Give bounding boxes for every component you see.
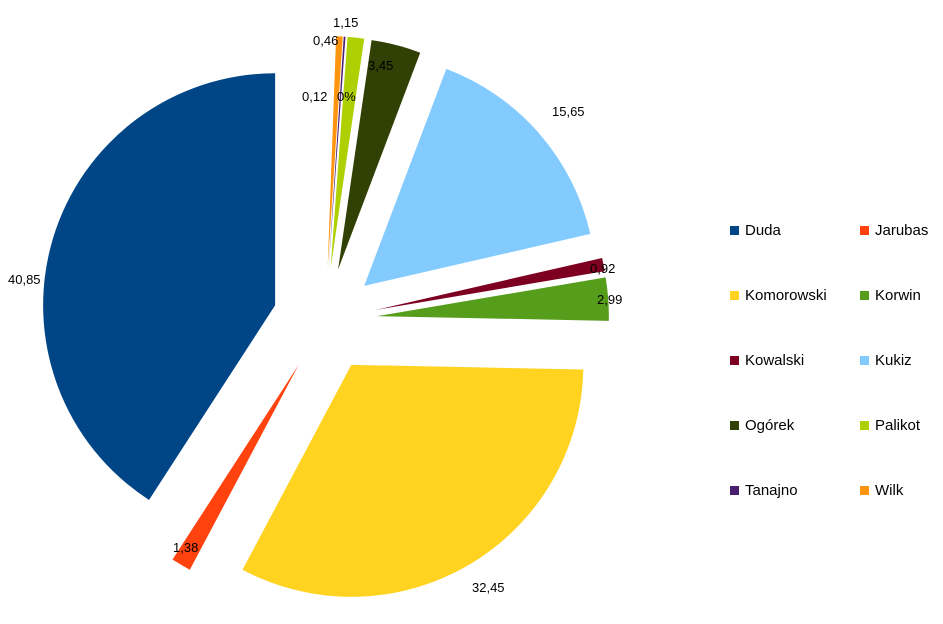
pie-slice-komorowski <box>242 364 584 597</box>
pie-slice-kowalski <box>375 257 605 310</box>
legend-swatch <box>860 486 869 495</box>
legend-swatch <box>730 421 739 430</box>
legend-item-kukiz: Kukiz <box>860 352 912 369</box>
legend-item-wilk: Wilk <box>860 482 903 499</box>
legend-label: Kowalski <box>745 352 805 369</box>
pie-slice-jarubas <box>172 364 299 570</box>
data-label-wilk: 0,46 <box>313 33 338 48</box>
legend-label: Ogórek <box>745 417 795 434</box>
legend-item-kowalski: Kowalski <box>730 352 804 369</box>
legend-item-ogórek: Ogórek <box>730 417 794 434</box>
legend-item-komorowski: Komorowski <box>730 287 827 304</box>
legend-label: Korwin <box>875 287 921 304</box>
data-label-kowalski: 0,92 <box>590 261 615 276</box>
data-label-palikot: 1,15 <box>333 15 358 30</box>
legend-swatch <box>860 421 869 430</box>
pie-slice-palikot <box>330 36 365 269</box>
legend-label: Wilk <box>875 482 904 499</box>
legend-item-palikot: Palikot <box>860 417 920 434</box>
data-label-korwin: 2,99 <box>597 292 622 307</box>
legend-swatch <box>730 226 739 235</box>
data-label-ogórek: 3,45 <box>368 58 393 73</box>
legend-label: Tanajno <box>745 482 798 499</box>
legend-item-duda: Duda <box>730 222 781 239</box>
data-label-komorowski: 32,45 <box>472 580 505 595</box>
legend-label: Kukiz <box>875 352 912 369</box>
pie-slice-kukiz <box>364 68 591 286</box>
legend-swatch <box>860 356 869 365</box>
legend-swatch <box>730 291 739 300</box>
legend-swatch <box>860 226 869 235</box>
legend-item-jarubas: Jarubas <box>860 222 928 239</box>
legend-swatch <box>730 486 739 495</box>
pie-slice-wilk <box>327 36 343 269</box>
legend-label: Duda <box>745 222 781 239</box>
pie-slice-duda <box>43 73 276 500</box>
legend-label: Jarubas <box>875 222 929 239</box>
legend-label: Komorowski <box>745 287 827 304</box>
legend-swatch <box>860 291 869 300</box>
data-label-duda: 40,85 <box>8 272 41 287</box>
data-label-jarubas: 1,38 <box>173 540 198 555</box>
data-label-tanajno: 0,12 <box>302 89 327 104</box>
legend-item-korwin: Korwin <box>860 287 921 304</box>
legend-label: Palikot <box>875 417 921 434</box>
pie-slice-tanajno <box>328 36 346 269</box>
legend-swatch <box>730 356 739 365</box>
pie-slice-korwin <box>376 277 609 321</box>
extra-label: 0% <box>337 89 356 104</box>
pie-slice-ogórek <box>338 40 421 270</box>
legend-item-tanajno: Tanajno <box>730 482 798 499</box>
data-label-kukiz: 15,65 <box>552 104 585 119</box>
